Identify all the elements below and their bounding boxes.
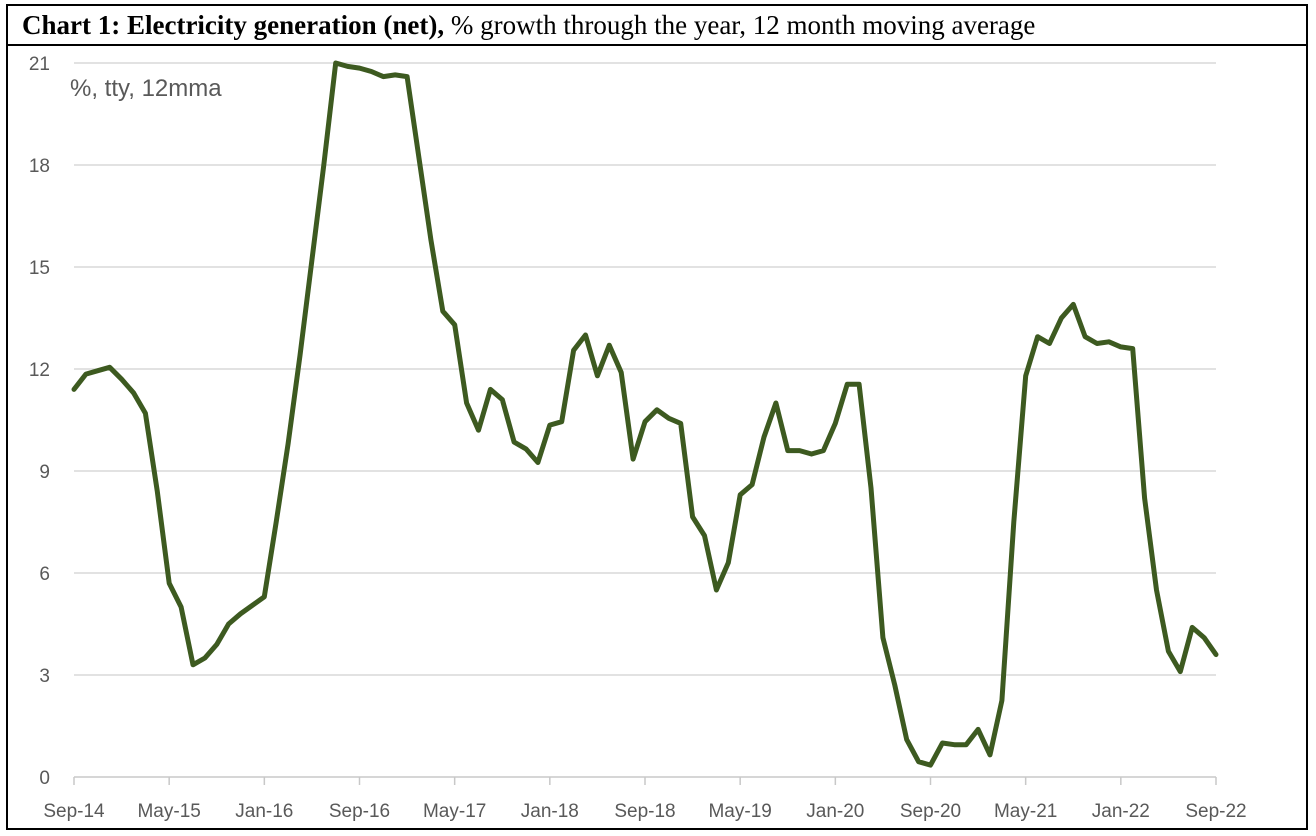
- x-tick-label: May-17: [423, 801, 486, 822]
- y-tick-label: 12: [29, 360, 50, 381]
- chart-frame: Chart 1: Electricity generation (net), %…: [6, 4, 1308, 830]
- x-tick-label: May-21: [994, 801, 1057, 822]
- y-tick-label: 6: [39, 564, 50, 585]
- unit-label: %, tty, 12mma: [70, 75, 222, 102]
- y-tick-label: 15: [29, 258, 50, 279]
- x-tick-label: Sep-14: [43, 801, 105, 822]
- x-tick-label: Jan-22: [1092, 801, 1150, 822]
- x-tick-label: May-19: [708, 801, 771, 822]
- x-tick-label: Jan-20: [806, 801, 864, 822]
- series-line: [71, 60, 1219, 768]
- gridlines: [74, 62, 1216, 778]
- x-tick-label: Jan-18: [521, 801, 579, 822]
- chart-title: Chart 1: Electricity generation (net), %…: [8, 6, 1306, 46]
- y-tick-label: 9: [39, 462, 50, 483]
- chart-title-bold: Chart 1: Electricity generation (net),: [22, 10, 445, 40]
- y-axis-ticks: 0 3 6 9 12 15 18 21: [29, 54, 50, 789]
- y-tick-label: 21: [29, 54, 50, 75]
- x-axis-ticks: Sep-14 May-15 Jan-16 Sep-16 May-17 Jan-18 Sep-…: [43, 777, 1247, 822]
- y-tick-label: 3: [39, 666, 50, 687]
- x-tick-label: Sep-18: [614, 801, 675, 822]
- x-tick-label: Sep-22: [1185, 801, 1246, 822]
- x-tick-label: Jan-16: [235, 801, 293, 822]
- chart-title-rest: % growth through the year, 12 month movi…: [444, 10, 1036, 40]
- y-tick-label: 18: [29, 156, 50, 177]
- line-chart: 0 3 6 9 12 15 18 21 Sep-14 May-15 Jan-16 Sep-16 May…: [29, 54, 1247, 822]
- x-tick-label: Sep-20: [900, 801, 961, 822]
- y-tick-label: 0: [39, 768, 50, 789]
- x-tick-label: May-15: [137, 801, 200, 822]
- x-tick-label: Sep-16: [329, 801, 390, 822]
